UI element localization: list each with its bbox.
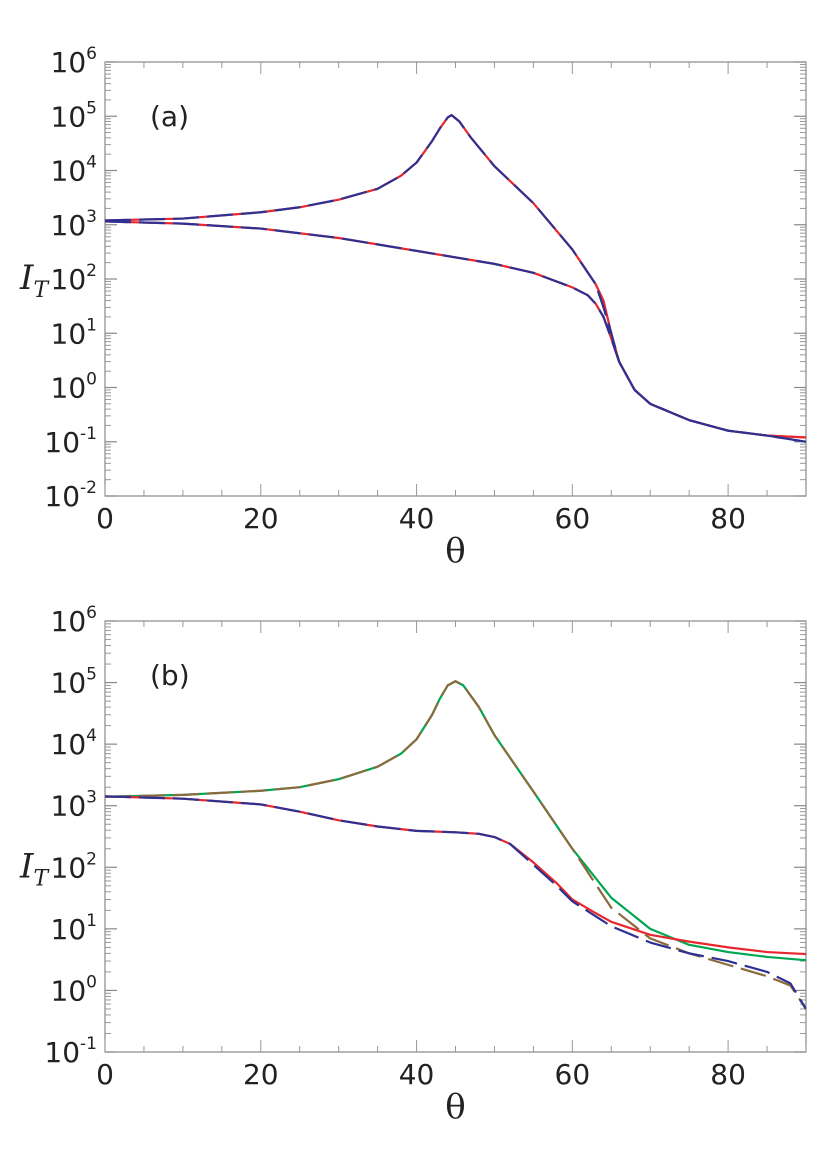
x-tick-label: 20 [243,1058,279,1091]
y-tick-label: 100 [51,370,97,405]
plot-frame [104,61,807,497]
panel-a: 0 20 40 60 80 10-2 10-1 100 101 102 103 104 105 106 θ I… [19,44,807,571]
x-tick-label: 80 [710,1058,746,1091]
y-tick-label: 106 [51,44,97,79]
y-tick-label: 102 [51,261,97,296]
x-tick-label: 40 [399,502,435,535]
x-tick-label: 0 [96,502,114,535]
series-line-upper-red [105,114,806,439]
y-tick-label: 102 [51,849,97,884]
y-axis-title: IT [19,846,50,891]
panel-b: 0 20 40 60 80 10-1 100 101 102 103 104 105 106 θ IT (b) [19,603,807,1127]
y-tick-label: 104 [51,153,97,188]
y-tick-label: 106 [51,603,97,638]
x-tick-label: 20 [243,502,279,535]
y-tick-label: 105 [51,98,97,133]
x-axis-title: θ [445,531,465,571]
panel-label: (b) [150,659,190,692]
panel-label: (a) [150,100,189,133]
x-tick-label: 0 [96,1058,114,1091]
x-tick-label: 60 [555,502,591,535]
y-tick-label: 10-1 [44,1034,97,1069]
y-tick-label: 101 [51,315,97,350]
x-tick-label: 60 [555,1058,591,1091]
series-line-upper-brown [105,680,806,1010]
x-tick-label: 40 [399,1058,435,1091]
y-tick-label: 105 [51,665,97,700]
y-tick-label: 100 [51,972,97,1007]
series-line-lower-red [105,795,806,956]
y-tick-label: 101 [51,911,97,946]
series-group [105,114,806,443]
y-tick-label: 10-2 [44,478,97,513]
series-line-upper-green [105,680,806,962]
series-line-lower-blue [105,220,806,443]
series-line-lower-blue [105,795,806,1010]
y-tick-label: 103 [51,207,97,242]
y-tick-label: 103 [51,788,97,823]
x-tick-label: 80 [710,502,746,535]
y-axis-title: IT [19,258,50,303]
series-group [105,680,806,1010]
x-axis-title: θ [445,1087,465,1127]
plot-frame [104,620,807,1053]
series-line-upper-blue [105,114,806,443]
y-tick-label: 104 [51,726,97,761]
y-tick-label: 10-1 [44,424,97,459]
series-line-lower-red [105,220,806,439]
